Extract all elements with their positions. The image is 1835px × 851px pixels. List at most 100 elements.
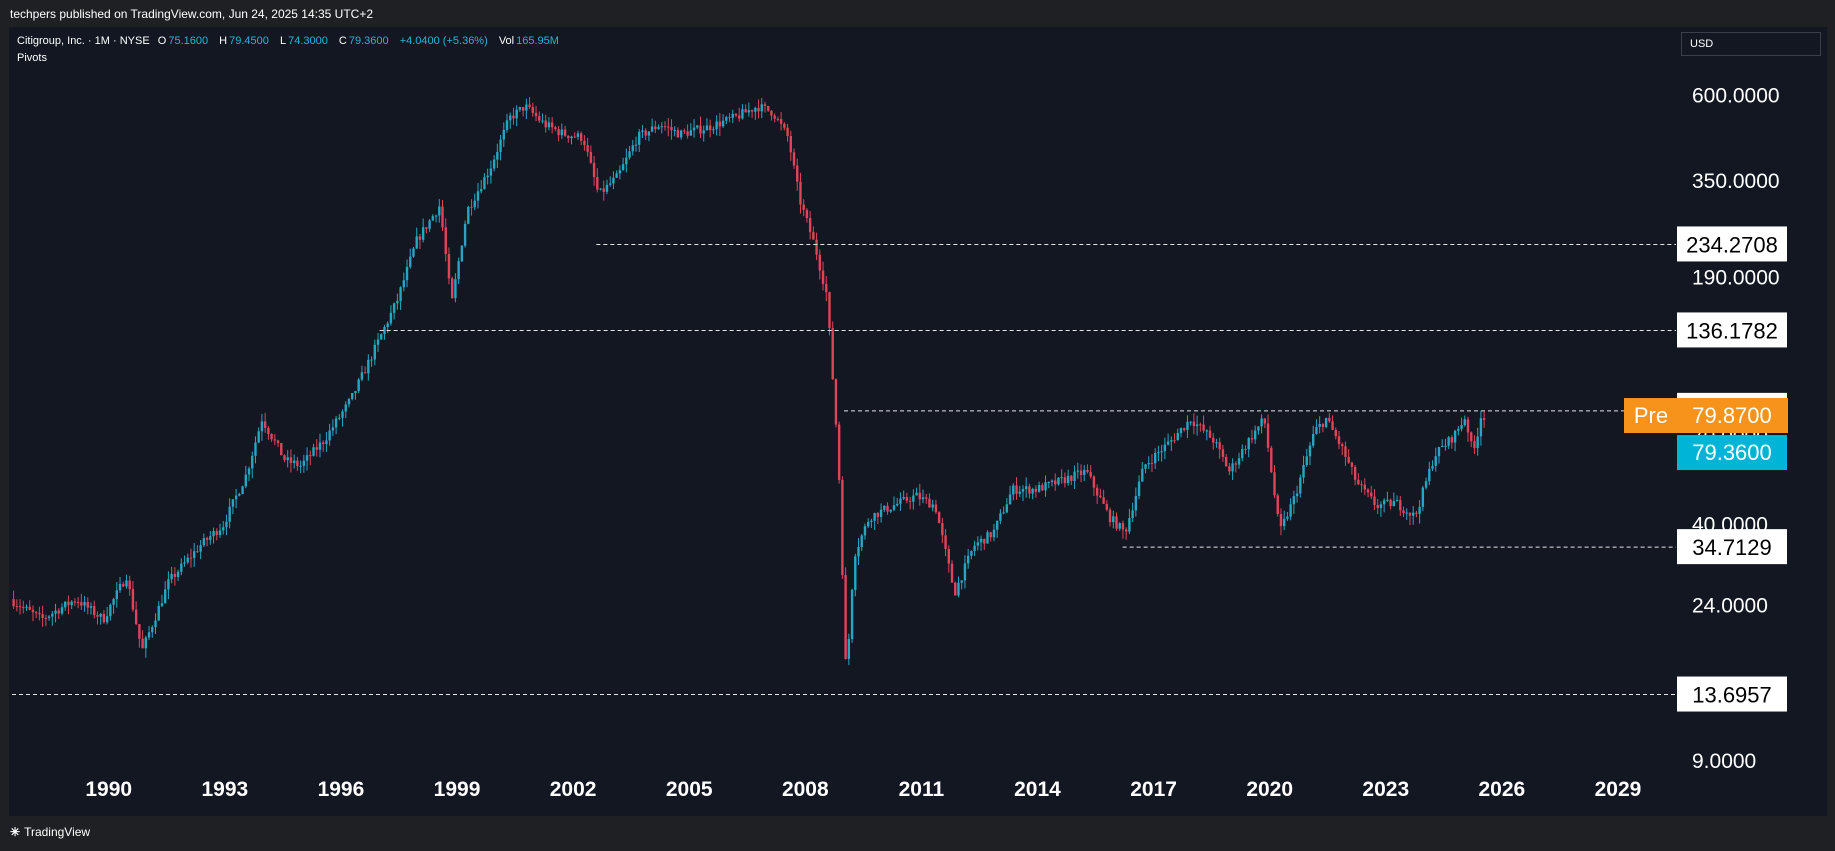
candle-body xyxy=(1160,451,1163,453)
candle-body xyxy=(34,612,38,614)
candle-body xyxy=(1434,456,1437,466)
candle-body xyxy=(1473,441,1476,449)
candle-body xyxy=(1066,475,1070,484)
candle-body xyxy=(134,609,138,625)
candle-body xyxy=(728,117,731,119)
candle-body xyxy=(1128,517,1131,532)
candle-body xyxy=(1441,445,1444,448)
candle-body xyxy=(612,177,615,184)
candle-body xyxy=(273,439,277,441)
price-axis-tick: 350.0000 xyxy=(1692,170,1780,193)
published-text: techpers published on TradingView.com, J… xyxy=(10,7,374,21)
candle-body xyxy=(699,125,702,134)
candle-body xyxy=(686,131,689,136)
candle-body xyxy=(1470,432,1473,442)
candle-body xyxy=(89,606,93,608)
candle-body xyxy=(1431,465,1434,469)
candle-body xyxy=(618,170,622,174)
candle-body xyxy=(557,129,560,136)
candle-body xyxy=(1034,488,1038,492)
high-value: 79.4500 xyxy=(229,35,269,47)
candle-body xyxy=(51,613,54,617)
candle-body xyxy=(828,292,831,329)
candle-body xyxy=(509,115,512,121)
price-axis-tick: 9.0000 xyxy=(1692,750,1756,773)
candle-body xyxy=(625,157,628,165)
candle-body xyxy=(450,278,454,299)
close-value: 79.3600 xyxy=(348,35,389,47)
candle-body xyxy=(1186,421,1189,430)
candle-body xyxy=(944,535,947,549)
candle-body xyxy=(196,551,199,553)
candle-body xyxy=(1037,485,1041,492)
candle-body xyxy=(976,542,980,546)
candle-body xyxy=(1350,462,1354,467)
candle-body xyxy=(741,109,744,119)
price-axis-tick: 40.0000 xyxy=(1692,514,1768,537)
symbol-name[interactable]: Citigroup, Inc. · 1M · NYSE xyxy=(17,35,150,47)
candle-body xyxy=(309,455,312,457)
candle-body xyxy=(915,492,918,496)
candle-body xyxy=(1411,512,1415,516)
footer-brand[interactable]: ✳ TradingView xyxy=(10,825,90,839)
candle-body xyxy=(734,113,738,116)
candle-body xyxy=(380,334,383,340)
candle-body xyxy=(576,133,580,137)
candle-body xyxy=(1028,486,1031,494)
candle-body xyxy=(538,116,541,121)
time-axis-tick: 2026 xyxy=(1479,778,1526,801)
candle-body xyxy=(396,300,399,304)
candle-body xyxy=(918,492,921,500)
footer-bar xyxy=(0,816,1835,851)
candle-body xyxy=(673,130,676,132)
candle-body xyxy=(837,424,841,480)
candle-body xyxy=(212,531,215,537)
candle-body xyxy=(570,136,573,139)
candle-body xyxy=(896,503,899,506)
candle-body xyxy=(812,232,815,240)
open-label: O xyxy=(157,35,167,47)
chart-panel[interactable] xyxy=(9,27,1827,816)
candle-body xyxy=(921,497,925,500)
candle-body xyxy=(1357,479,1360,485)
time-axis-tick: 1996 xyxy=(318,778,365,801)
candle-body xyxy=(583,140,586,146)
pivots-indicator-label[interactable]: Pivots xyxy=(17,52,47,64)
candle-body xyxy=(1428,468,1431,482)
candle-body xyxy=(467,206,470,224)
candle-body xyxy=(731,113,734,118)
candle-body xyxy=(415,236,418,249)
candle-body xyxy=(1234,463,1238,465)
candle-body xyxy=(280,443,283,456)
candle-body xyxy=(1347,456,1350,463)
currency-selector[interactable]: USD xyxy=(1681,32,1821,56)
candle-body xyxy=(438,206,441,216)
candle-body xyxy=(1221,449,1225,457)
candle-body xyxy=(876,513,880,517)
candle-body xyxy=(696,125,699,128)
candle-body xyxy=(889,509,892,512)
candle-body xyxy=(779,119,783,124)
pivot-label-box xyxy=(1677,529,1787,565)
candle-body xyxy=(41,614,44,618)
candle-body xyxy=(760,104,763,112)
candle-body xyxy=(409,256,412,267)
time-axis-tick: 2029 xyxy=(1595,778,1642,801)
pivot-label: 34.7129 xyxy=(1692,535,1772,560)
candle-body xyxy=(1289,504,1292,517)
candle-body xyxy=(405,266,409,281)
candle-body xyxy=(937,512,941,524)
candle-body xyxy=(321,442,325,445)
candle-body xyxy=(244,474,247,487)
pre-market-label: Pre xyxy=(1634,403,1668,428)
candle-body xyxy=(67,601,70,606)
candle-body xyxy=(870,520,873,522)
candle-body xyxy=(283,455,286,461)
time-axis-tick: 1990 xyxy=(85,778,132,801)
candle-body xyxy=(1292,496,1296,505)
candle-body xyxy=(131,589,135,610)
candle-body xyxy=(802,204,805,210)
candle-body xyxy=(721,120,725,127)
candle-body xyxy=(1444,445,1447,447)
